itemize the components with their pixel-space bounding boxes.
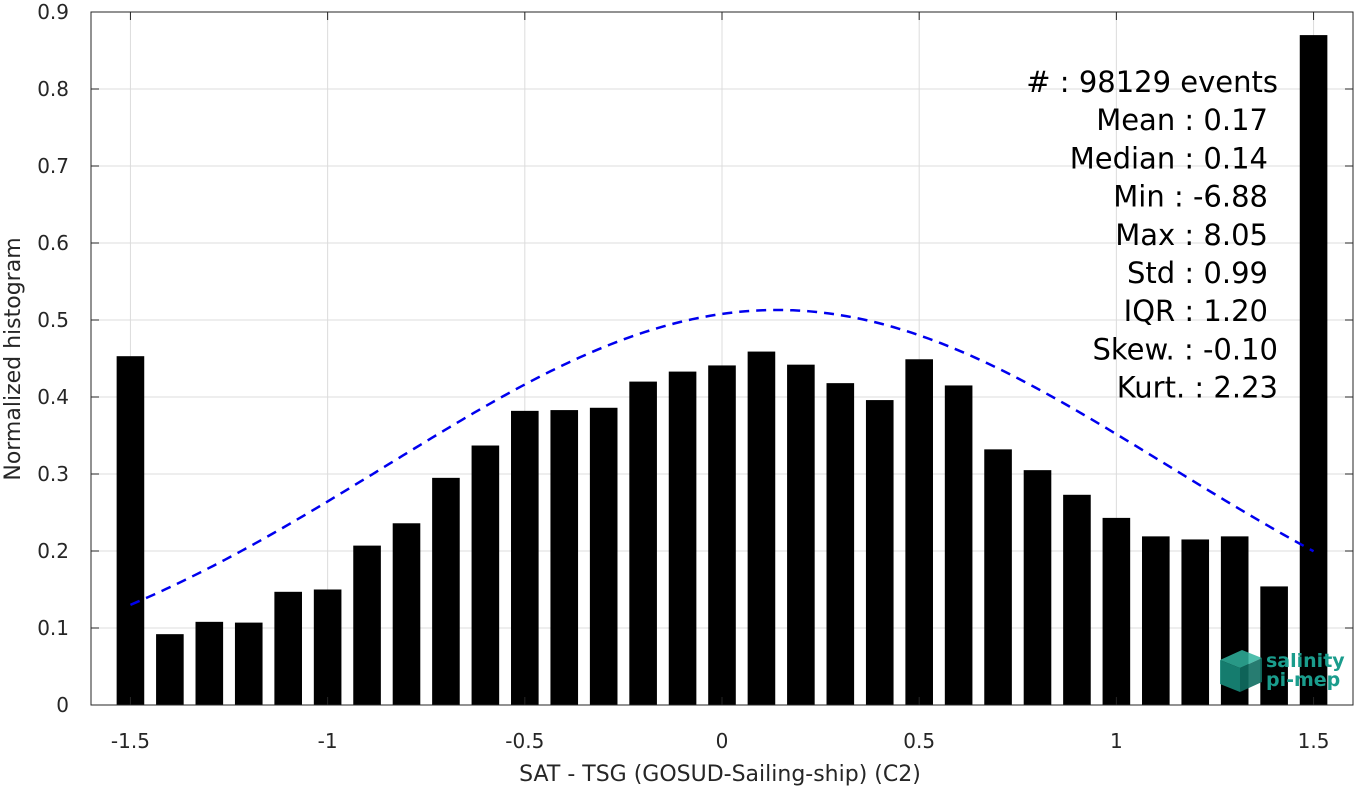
stat-line: # : 98129 events: [1026, 65, 1278, 99]
histogram-bar: [234, 622, 263, 705]
stat-line: Kurt. : 2.23: [1117, 371, 1278, 405]
statistics-box: # : 98129 events Mean : 0.17 Median : 0.14…: [1026, 65, 1278, 405]
histogram-bar: [353, 545, 381, 705]
x-axis-ticks: -1.5 -1 -0.5 0 0.5 1 1.5: [111, 12, 1330, 753]
stat-value: 2.23: [1213, 371, 1278, 405]
stat-separator: :: [1175, 103, 1203, 137]
histogram-bar: [708, 365, 736, 705]
histogram-bar: [944, 385, 973, 705]
logo-line1: salinity: [1266, 650, 1345, 672]
histogram-bar: [195, 621, 224, 705]
stat-separator: :: [1185, 371, 1213, 405]
stat-label: Median: [1070, 141, 1175, 175]
y-tick-label: 0.1: [37, 616, 69, 640]
y-axis-ticks: 0 0.1 0.2 0.3 0.4 0.5 0.6 0.7 0.8 0.9: [37, 0, 1353, 717]
y-tick-label: 0.4: [37, 385, 69, 409]
stat-separator: :: [1165, 180, 1193, 214]
histogram-bars: [116, 35, 1328, 706]
y-tick-label: 0.9: [37, 0, 69, 24]
histogram-bar: [392, 523, 421, 705]
y-tick-label: 0.6: [37, 231, 69, 255]
stat-label: Min: [1113, 180, 1164, 214]
histogram-bar: [313, 589, 342, 705]
histogram-bar: [1063, 494, 1091, 705]
histogram-bar: [511, 410, 539, 705]
stat-label: Kurt.: [1117, 371, 1185, 405]
y-axis-label: Normalized histogram: [1, 237, 26, 480]
histogram-bar: [1181, 539, 1210, 705]
y-tick-label: 0.8: [37, 77, 69, 101]
stat-separator: :: [1175, 256, 1203, 290]
stat-line: IQR : 1.20: [1124, 294, 1268, 328]
stat-line: Std : 0.99: [1127, 256, 1268, 290]
stat-label: #: [1026, 65, 1050, 99]
histogram-bar: [1023, 470, 1052, 705]
x-tick-label: -1: [318, 729, 338, 753]
stat-line: Max : 8.05: [1115, 218, 1268, 252]
cube-logo-icon: [1220, 650, 1262, 692]
stat-label: Max: [1115, 218, 1175, 252]
x-tick-label: 0.5: [903, 729, 935, 753]
histogram-bar: [432, 477, 460, 705]
stat-label: Std: [1127, 256, 1175, 290]
stat-value: 98129 events: [1079, 65, 1278, 99]
stat-label: Mean: [1096, 103, 1175, 137]
x-tick-label: -1.5: [111, 729, 150, 753]
salinity-pimep-logo: salinity pi-mep: [1220, 650, 1345, 692]
x-tick-label: 1: [1110, 729, 1123, 753]
histogram-bar: [747, 351, 776, 705]
histogram-bar: [116, 356, 145, 705]
stat-line: Skew. : -0.10: [1092, 332, 1278, 366]
histogram-bar: [1102, 517, 1131, 705]
stat-label: IQR: [1124, 294, 1176, 328]
stat-line: Mean : 0.17: [1096, 103, 1268, 137]
stat-value: 0.14: [1203, 141, 1268, 175]
histogram-bar: [1142, 536, 1170, 705]
x-tick-label: 0: [716, 729, 729, 753]
stat-line: Median : 0.14: [1070, 141, 1268, 175]
y-tick-label: 0.3: [37, 462, 69, 486]
histogram-bar: [550, 410, 579, 705]
logo-line2: pi-mep: [1266, 669, 1340, 691]
stat-value: 0.99: [1203, 256, 1268, 290]
gaussian-fit-curve: [129, 308, 1315, 606]
histogram-bar: [984, 449, 1012, 705]
histogram-bar: [668, 371, 697, 705]
stat-value: -0.10: [1203, 332, 1278, 366]
stat-label: Skew.: [1092, 332, 1174, 366]
y-tick-label: 0: [56, 693, 69, 717]
stat-separator: :: [1051, 65, 1079, 99]
histogram-bar: [274, 591, 302, 705]
histogram-bar: [1299, 35, 1328, 706]
y-tick-label: 0.5: [37, 308, 69, 332]
stat-separator: :: [1175, 294, 1203, 328]
stat-value: 1.20: [1203, 294, 1268, 328]
histogram-bar: [629, 381, 657, 705]
stat-value: 0.17: [1203, 103, 1268, 137]
stat-separator: :: [1175, 141, 1203, 175]
histogram-bar: [156, 634, 184, 705]
histogram-bar: [1260, 586, 1288, 705]
stat-separator: :: [1175, 218, 1203, 252]
stat-value: -6.88: [1193, 180, 1268, 214]
y-tick-label: 0.7: [37, 154, 69, 178]
histogram-bar: [787, 364, 815, 705]
stat-value: 8.05: [1203, 218, 1268, 252]
x-tick-label: 1.5: [1298, 729, 1330, 753]
histogram-bar: [905, 359, 933, 705]
x-axis-label: SAT - TSG (GOSUD-Sailing-ship) (C2): [519, 762, 921, 787]
x-tick-label: -0.5: [505, 729, 544, 753]
histogram-bar: [826, 383, 855, 705]
histogram-bar: [865, 400, 894, 705]
stat-line: Min : -6.88: [1113, 180, 1268, 214]
stat-separator: :: [1175, 332, 1203, 366]
y-tick-label: 0.2: [37, 539, 69, 563]
histogram-bar: [471, 445, 500, 705]
histogram-bar: [589, 407, 618, 705]
